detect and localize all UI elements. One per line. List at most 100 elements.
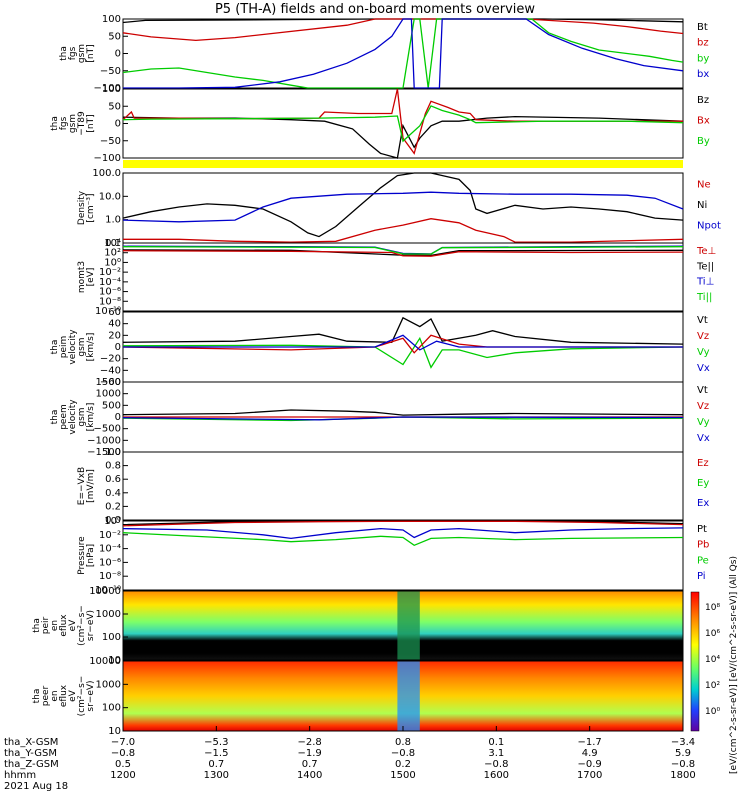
y-tick-label: 10⁻⁶ <box>99 287 121 298</box>
y-axis-label: −T89 <box>77 111 87 136</box>
legend-entry: Npot <box>697 221 721 232</box>
x-tick-label: 0.1 <box>488 737 504 748</box>
legend-entry: Vx <box>697 433 710 444</box>
x-row-label: hhmm <box>4 770 36 781</box>
y-tick-label: −40 <box>100 365 121 376</box>
legend-entry: Pi <box>697 571 706 582</box>
panel-frame <box>122 172 684 244</box>
y-tick-label: 0.6 <box>105 474 121 485</box>
y-tick-label: −60 <box>100 377 121 388</box>
y-tick-label: 10⁻⁴ <box>99 277 121 288</box>
y-tick-label: 10.0 <box>99 191 121 202</box>
legend-entry: Bt <box>697 22 708 33</box>
panel-10: 10000 1000 100 10 tha peer en eflux eV (cm²−s− sr−… <box>32 656 684 737</box>
panel-1: 100 50 0 −50 −100 tha fgs gsm [nT] Bt bz by bx <box>59 14 709 94</box>
y-axis-label: eflux <box>59 684 69 707</box>
x-tick-label: −0.9 <box>578 759 602 770</box>
legend-entry: bx <box>697 69 709 80</box>
y-tick-label: 10⁴ <box>104 238 121 249</box>
y-axis-label: velocity <box>68 399 78 435</box>
y-tick-label: −100 <box>94 83 121 94</box>
x-tick-label: −7.0 <box>111 737 135 748</box>
y-tick-label: 1500 <box>96 377 121 388</box>
x-tick-label: 0.7 <box>302 759 318 770</box>
legend-entry: Ne <box>697 179 711 190</box>
x-tick-label: −5.3 <box>204 737 228 748</box>
series-line <box>122 18 684 89</box>
colorbar-tick-label: 10² <box>705 681 720 691</box>
x-tick-label: 1500 <box>390 770 415 781</box>
y-tick-label: 100.0 <box>92 168 121 179</box>
y-tick-label: 10⁻⁸ <box>99 571 121 582</box>
series-line <box>122 105 684 143</box>
y-tick-label: 100 <box>102 14 121 25</box>
y-axis-label: gsm <box>68 114 78 133</box>
y-axis-label: [km/s] <box>86 333 96 362</box>
x-tick-label: −0.8 <box>484 759 508 770</box>
colorbar-image <box>690 591 700 732</box>
x-tick-label: 3.1 <box>488 748 504 759</box>
panel-3: 100.0 10.0 1.0 0.1 Density [cm⁻³] Ne Ni Npot <box>77 168 721 249</box>
x-tick-label: −1.7 <box>578 737 602 748</box>
panel-frame <box>122 451 684 521</box>
x-row-label: tha_Y-GSM <box>4 748 57 759</box>
panel-9: 10000 1000 100 10 tha peir en eflux eV (cm²−s− sr−… <box>32 586 684 666</box>
y-axis-label: sr−eV) <box>86 680 96 711</box>
y-tick-label: 0.1 <box>105 238 121 249</box>
x-tick-label: −1.5 <box>204 748 228 759</box>
y-axis-label: tha <box>59 46 69 61</box>
y-axis-label: (cm²−s− <box>77 676 87 717</box>
y-axis-label: [cm⁻³] <box>86 193 96 222</box>
heatmap-feature <box>397 661 420 731</box>
y-tick-label: 500 <box>102 400 121 411</box>
series-line <box>122 191 684 223</box>
legend-entry: Te|| <box>696 261 714 272</box>
y-tick-label: 50 <box>108 31 121 42</box>
y-tick-label: 0 <box>115 342 121 353</box>
series-line <box>122 520 684 527</box>
series-line <box>122 250 684 257</box>
y-tick-label: 10 <box>108 726 121 737</box>
series-line <box>122 416 684 421</box>
series-line <box>122 18 684 42</box>
y-axis-label: fgs <box>68 46 78 60</box>
x-tick-label: 1400 <box>297 770 322 781</box>
y-tick-label: 10⁻² <box>99 530 121 541</box>
heatmap-feature <box>397 591 420 660</box>
x-tick-label: 1300 <box>204 770 229 781</box>
y-tick-label: 10⁰ <box>104 516 121 527</box>
y-axis-label: [km/s] <box>86 403 96 432</box>
y-axis-label: [eV] <box>86 268 96 287</box>
y-tick-label: 10⁰ <box>104 257 121 268</box>
y-tick-label: 20 <box>108 330 121 341</box>
y-axis-label: eV <box>68 689 78 702</box>
colorbar-tick-label: 10⁸ <box>705 603 720 613</box>
y-axis-label: peir <box>41 616 51 634</box>
y-tick-label: 40 <box>108 319 121 330</box>
x-tick-label: 1600 <box>484 770 509 781</box>
x-date-label: 2021 Aug 18 <box>4 781 68 792</box>
y-axis-label: Pressure <box>77 536 87 575</box>
y-tick-label: 100 <box>102 703 121 714</box>
y-tick-label: −1000 <box>87 435 121 446</box>
y-axis-label: tha <box>32 618 42 633</box>
y-tick-label: 60 <box>108 307 121 318</box>
y-tick-label: −50 <box>100 136 121 147</box>
y-axis-label: tha <box>50 116 60 131</box>
legend-entry: Vy <box>697 417 710 428</box>
colorbar: 10⁸ 10⁶ 10⁴ 10² 10⁰ [eV/(cm^2-s-sr-eV)] [eV/(… <box>690 556 739 774</box>
y-tick-label: 0.0 <box>105 515 121 526</box>
legend-entry: Ti|| <box>696 292 712 303</box>
colorbar-tick-label: 10⁰ <box>705 707 720 717</box>
y-tick-label: 1000 <box>96 389 121 400</box>
legend-entry: Bz <box>697 95 709 106</box>
series-line <box>122 409 684 416</box>
x-tick-label: 0.8 <box>395 737 411 748</box>
legend-entry: Ez <box>697 458 709 469</box>
y-axis-label: [nPa] <box>86 544 96 567</box>
y-axis-label: momt3 <box>77 261 87 293</box>
y-tick-label: 10000 <box>89 586 121 597</box>
series-line <box>122 316 684 345</box>
y-tick-label: 10 <box>108 655 121 666</box>
x-tick-label: −0.8 <box>111 748 135 759</box>
